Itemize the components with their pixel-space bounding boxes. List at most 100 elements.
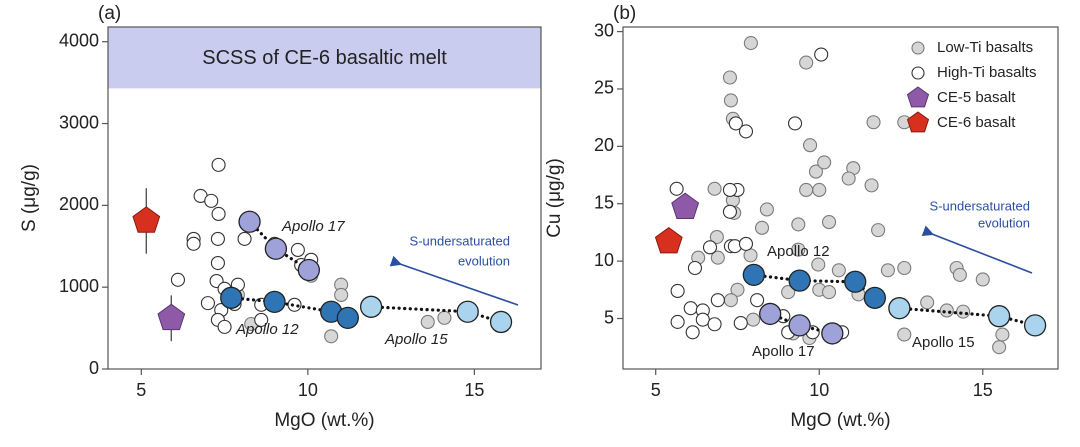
x-axis-label: MgO (wt.%): [790, 410, 890, 431]
data-point: [822, 285, 837, 300]
trend-point: [297, 258, 320, 282]
data-point: [683, 301, 698, 316]
x-tick-label: 10: [809, 380, 829, 400]
data-point: [811, 257, 826, 272]
data-point: [722, 70, 738, 85]
data-point: [781, 285, 796, 300]
data-point: [186, 236, 201, 251]
data-point: [210, 231, 225, 246]
data-point: [210, 255, 225, 271]
evolution-arrow: [921, 225, 1033, 274]
x-tick-label: 15: [464, 380, 484, 400]
panel-label: (a): [98, 3, 121, 24]
data-point: [722, 204, 738, 219]
data-point: [791, 242, 806, 257]
data-point: [975, 272, 990, 287]
legend-label: Low-Ti basalts: [937, 39, 1033, 56]
trend-point: [238, 210, 261, 233]
trend-label: Apollo 12: [235, 321, 299, 338]
data-point: [746, 312, 761, 327]
y-tick-label: 4000: [59, 30, 99, 50]
data-point: [695, 312, 710, 327]
legend-marker: [911, 41, 925, 55]
data-point: [170, 272, 185, 287]
data-point: [799, 182, 814, 198]
data-point: [710, 293, 725, 308]
legend-marker: [911, 66, 925, 80]
data-point: [420, 314, 435, 330]
y-tick-label: 10: [594, 250, 614, 270]
trend-point: [742, 263, 765, 287]
trend-point: [987, 305, 1011, 328]
data-point: [812, 182, 827, 198]
data-point: [754, 220, 770, 235]
trend-point: [888, 297, 911, 320]
data-point: [871, 223, 886, 238]
y-tick-label: 20: [594, 135, 614, 155]
y-tick-label: 25: [594, 78, 614, 98]
trend-line: [229, 296, 350, 320]
trend-point: [489, 310, 513, 334]
data-point: [866, 115, 881, 130]
data-point: [437, 310, 452, 325]
panel-label: (b): [613, 3, 636, 24]
data-point: [722, 182, 738, 198]
data-point: [733, 316, 748, 331]
y-tick-label: 15: [594, 192, 614, 212]
arrow-note: evolution: [978, 215, 1030, 230]
data-point: [799, 55, 814, 70]
scss-band: [108, 27, 541, 89]
legend-label: CE-6 basalt: [937, 114, 1016, 131]
data-point: [995, 327, 1010, 342]
data-point: [897, 327, 912, 342]
data-point: [217, 319, 232, 334]
x-tick-label: 5: [136, 380, 146, 400]
y-tick-label: 2000: [59, 194, 99, 214]
data-point: [880, 263, 895, 278]
data-point: [287, 297, 302, 312]
data-point: [808, 164, 824, 179]
data-point: [669, 181, 684, 196]
data-point: [803, 138, 818, 153]
data-point: [750, 293, 765, 308]
trend-point: [863, 286, 886, 309]
data-point: [707, 181, 722, 196]
trend-line: [752, 273, 877, 300]
data-point: [654, 226, 683, 254]
trend-point: [844, 270, 867, 293]
trend-point: [1023, 314, 1047, 337]
data-point: [992, 340, 1007, 355]
data-point: [723, 93, 738, 108]
trend-point: [759, 302, 782, 326]
trend-point: [821, 322, 844, 345]
data-point: [707, 317, 722, 332]
trend-label: Apollo 12: [767, 243, 830, 260]
evolution-arrow: [389, 255, 519, 306]
data-point: [822, 215, 837, 230]
trend-label: Apollo 15: [384, 331, 448, 348]
data-point: [709, 229, 724, 245]
y-axis-label: Cu (μg/g): [544, 158, 565, 238]
trend-point: [336, 306, 359, 330]
data-point: [237, 231, 252, 246]
data-point: [738, 124, 754, 139]
data-point: [814, 47, 829, 62]
data-point: [671, 192, 700, 219]
data-point: [956, 304, 971, 319]
data-point: [897, 260, 912, 276]
arrow-note: S-undersaturated: [410, 233, 510, 248]
data-point: [687, 260, 703, 276]
legend-marker: [906, 86, 930, 108]
data-point: [670, 314, 685, 329]
data-point: [939, 303, 954, 318]
trend-point: [359, 295, 383, 318]
data-point: [200, 296, 215, 311]
plot-frame: [622, 26, 1059, 370]
legend-label: High-Ti basalts: [937, 64, 1036, 81]
trend-line: [369, 305, 503, 324]
data-point: [864, 178, 879, 193]
data-point: [254, 312, 269, 327]
trend-point: [788, 314, 811, 337]
data-point: [787, 116, 803, 131]
